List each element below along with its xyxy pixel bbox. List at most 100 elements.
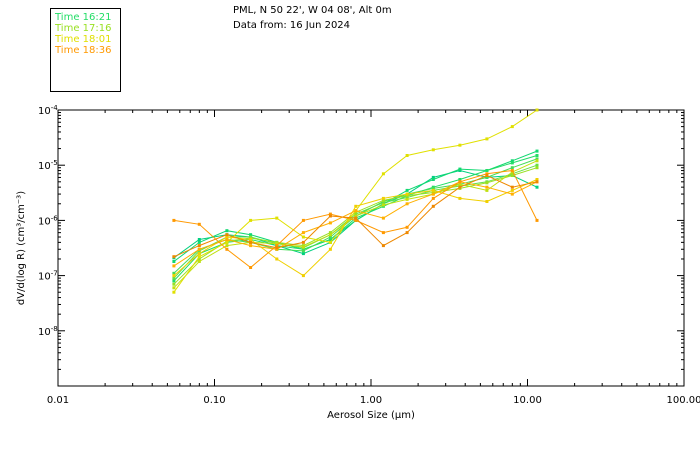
data-point xyxy=(249,233,253,237)
data-point xyxy=(354,204,358,208)
data-point xyxy=(328,240,332,244)
data-point xyxy=(431,186,435,190)
y-tick-label: 10-4 xyxy=(38,104,58,117)
data-point xyxy=(405,154,409,157)
data-point xyxy=(172,282,176,286)
data-point xyxy=(197,255,201,259)
axis-ticks: 0.01 0.10 1.00 10.00 100.00 10-4 10-5 10-6 10-7 1… xyxy=(38,104,700,406)
data-point xyxy=(197,244,201,248)
data-point xyxy=(431,175,435,179)
data-point xyxy=(405,231,409,235)
data-point xyxy=(510,161,514,165)
data-point xyxy=(381,231,385,235)
data-point xyxy=(225,233,229,237)
data-point xyxy=(172,290,176,294)
data-point xyxy=(249,240,253,244)
data-point xyxy=(172,279,176,283)
legend-box: Time 16:21 Time 17:16 Time 18:01 Time 18… xyxy=(50,8,121,92)
data-point xyxy=(301,231,305,235)
data-point xyxy=(485,174,489,177)
data-point xyxy=(535,159,539,163)
data-point xyxy=(301,240,305,244)
data-point xyxy=(249,266,253,269)
legend-item-2: Time 17:16 xyxy=(55,23,112,34)
data-point xyxy=(431,191,435,194)
data-point xyxy=(249,238,253,241)
data-point xyxy=(301,245,305,249)
data-point xyxy=(431,178,435,181)
data-point xyxy=(405,188,409,192)
data-point xyxy=(225,240,229,244)
data-point xyxy=(458,180,462,184)
data-point xyxy=(225,244,229,248)
data-point xyxy=(301,274,305,278)
data-point xyxy=(328,214,332,218)
data-point xyxy=(197,252,201,256)
data-point xyxy=(275,246,279,250)
data-point xyxy=(485,169,489,172)
data-point xyxy=(354,214,358,218)
x-tick-label: 0.10 xyxy=(203,395,225,406)
data-point xyxy=(535,149,539,153)
data-point xyxy=(510,174,514,177)
data-point xyxy=(485,181,489,185)
data-point xyxy=(535,108,539,112)
data-point xyxy=(431,192,435,196)
data-point xyxy=(172,276,176,280)
data-point xyxy=(535,180,539,184)
data-point xyxy=(381,203,385,207)
data-point xyxy=(225,235,229,239)
data-point xyxy=(485,188,489,192)
x-tick-label: 0.01 xyxy=(47,395,69,406)
data-point xyxy=(275,247,279,251)
data-point xyxy=(301,235,305,239)
data-point xyxy=(405,225,409,229)
data-point xyxy=(485,137,489,141)
data-point xyxy=(225,229,229,233)
y-axis-label: dV/d(log R) (cm³/cm⁻³) xyxy=(16,191,27,305)
data-point xyxy=(225,247,229,251)
data-point xyxy=(405,196,409,199)
data-point xyxy=(275,242,279,246)
data-point xyxy=(510,192,514,196)
data-point xyxy=(172,260,176,263)
data-point xyxy=(381,244,385,248)
data-point xyxy=(225,238,229,241)
data-point xyxy=(510,170,514,174)
data-point xyxy=(172,274,176,278)
data-point xyxy=(354,218,358,222)
data-point xyxy=(328,247,332,251)
data-point xyxy=(535,178,539,181)
data-point xyxy=(328,212,332,216)
legend-item-4: Time 18:36 xyxy=(55,45,112,56)
data-point xyxy=(431,188,435,192)
data-point xyxy=(381,172,385,176)
data-point xyxy=(381,196,385,200)
data-point xyxy=(249,218,253,222)
series-line-7 xyxy=(173,160,538,289)
y-tick-label: 10-6 xyxy=(38,214,58,227)
data-point xyxy=(328,235,332,239)
data-point xyxy=(535,218,539,222)
series-line-10 xyxy=(173,181,538,267)
data-point xyxy=(172,255,176,259)
data-point xyxy=(535,185,539,189)
data-point xyxy=(405,197,409,201)
data-point xyxy=(328,221,332,225)
data-point xyxy=(535,154,539,157)
data-point xyxy=(354,210,358,214)
chart-title-date: Data from: 16 Jun 2024 xyxy=(233,20,351,31)
data-point xyxy=(328,233,332,237)
data-point xyxy=(405,202,409,206)
data-point xyxy=(301,252,305,256)
data-point xyxy=(510,166,514,170)
data-point xyxy=(301,249,305,253)
data-point xyxy=(431,204,435,208)
legend-item-3: Time 18:01 xyxy=(55,34,112,45)
data-point xyxy=(485,200,489,203)
data-point xyxy=(197,247,201,251)
data-point xyxy=(381,201,385,205)
data-point xyxy=(275,216,279,220)
data-point xyxy=(510,188,514,192)
data-point xyxy=(458,167,462,171)
